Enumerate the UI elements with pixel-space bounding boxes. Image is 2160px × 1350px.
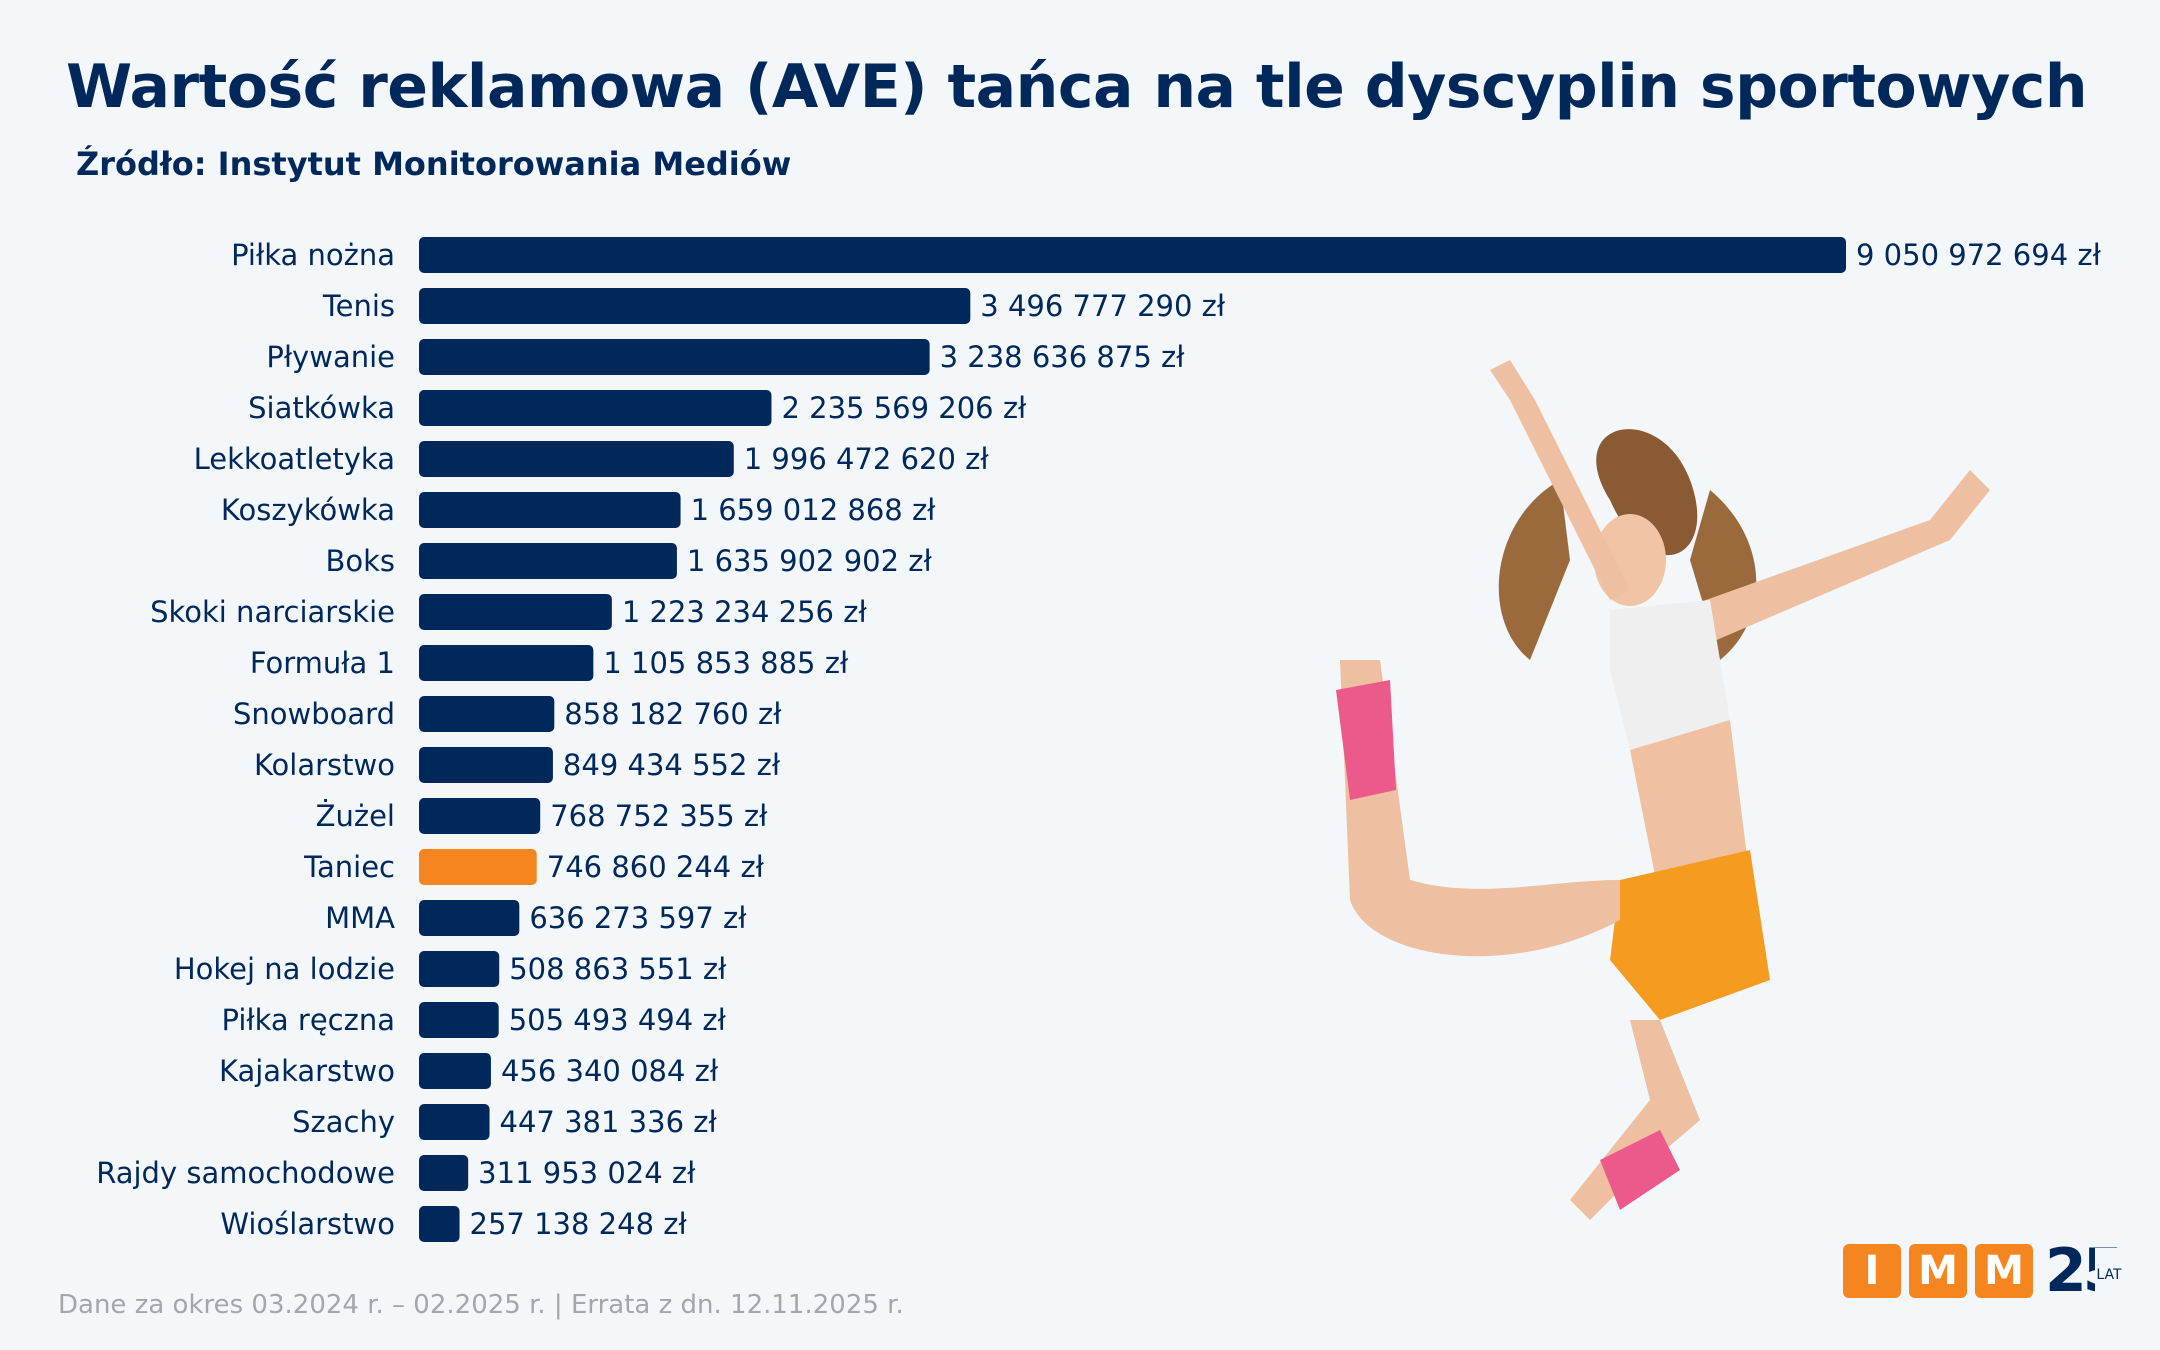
category-label: MMA [325, 901, 395, 935]
category-label: Siatkówka [248, 391, 395, 425]
bar-value [419, 696, 555, 732]
category-label: Piłka nożna [231, 238, 395, 272]
value-label: 746 860 244 zł [547, 850, 765, 884]
value-label: 1 223 234 256 zł [622, 595, 868, 629]
bar-value [419, 237, 1846, 273]
value-label: 257 138 248 zł [470, 1207, 688, 1241]
category-label: Wioślarstwo [220, 1207, 395, 1241]
value-label: 768 752 355 zł [550, 799, 768, 833]
bar-value [419, 747, 553, 783]
dancer-figure [1336, 360, 1990, 1220]
category-label: Tenis [322, 289, 395, 323]
value-label: 636 273 597 zł [529, 901, 747, 935]
category-label: Taniec [303, 850, 395, 884]
dancer-photo [1336, 360, 1990, 1220]
bar-value [419, 288, 971, 324]
category-label: Kajakarstwo [219, 1054, 395, 1088]
bar-value [419, 951, 500, 987]
bar-value [419, 645, 594, 681]
value-label: 1 996 472 620 zł [744, 442, 990, 476]
value-label: 505 493 494 zł [509, 1003, 727, 1037]
value-label: 311 953 024 zł [478, 1156, 696, 1190]
category-label: Szachy [292, 1105, 395, 1139]
category-label: Piłka ręczna [221, 1003, 395, 1037]
chart-title: Wartość reklamowa (AVE) tańca na tle dys… [66, 52, 2088, 122]
value-label: 3 496 777 290 zł [980, 289, 1226, 323]
category-label: Formuła 1 [250, 646, 395, 680]
category-label: Żużel [316, 799, 395, 833]
category-label: Hokej na lodzie [174, 952, 395, 986]
imm-logo: I M M 25 LAT [1843, 1241, 2124, 1302]
bar-value [419, 441, 734, 477]
value-label: 3 238 636 875 zł [940, 340, 1186, 374]
category-label: Kolarstwo [254, 748, 395, 782]
value-label: 9 050 972 694 zł [1856, 238, 2102, 272]
logo-suffix: LAT [2095, 1248, 2123, 1302]
value-label: 1 659 012 868 zł [691, 493, 937, 527]
bar-value [419, 543, 677, 579]
value-label: 858 182 760 zł [564, 697, 782, 731]
category-label: Rajdy samochodowe [96, 1156, 395, 1190]
value-label: 508 863 551 zł [509, 952, 727, 986]
bar-highlight [419, 849, 537, 885]
logo-letter-m: M [1909, 1244, 1967, 1298]
category-label: Lekkoatletyka [194, 442, 395, 476]
bar-value [419, 1206, 460, 1242]
value-label: 1 105 853 885 zł [603, 646, 849, 680]
value-label: 456 340 084 zł [501, 1054, 719, 1088]
category-label: Koszykówka [221, 493, 395, 527]
logo-letter-m: M [1975, 1244, 2033, 1298]
category-label: Pływanie [266, 340, 395, 374]
category-label: Skoki narciarskie [150, 595, 395, 629]
bar-value [419, 1155, 469, 1191]
value-label: 2 235 569 206 zł [781, 391, 1027, 425]
bar-value [419, 798, 541, 834]
footer-note: Dane za okres 03.2024 r. – 02.2025 r. | … [58, 1290, 904, 1320]
logo-letter-i: I [1843, 1244, 1901, 1298]
bar-value [419, 1104, 490, 1140]
bar-value [419, 594, 612, 630]
bar-value [419, 900, 520, 936]
bar-value [419, 390, 772, 426]
bar-value [419, 339, 930, 375]
category-label: Snowboard [233, 697, 395, 731]
category-label: Boks [325, 544, 395, 578]
chart-subtitle: Źródło: Instytut Monitorowania Mediów [76, 145, 792, 183]
bar-value [419, 1002, 499, 1038]
value-label: 849 434 552 zł [563, 748, 781, 782]
bar-value [419, 492, 681, 528]
value-label: 1 635 902 902 zł [687, 544, 933, 578]
logo-25: 25 LAT [2045, 1241, 2124, 1302]
bar-value [419, 1053, 491, 1089]
value-label: 447 381 336 zł [500, 1105, 718, 1139]
